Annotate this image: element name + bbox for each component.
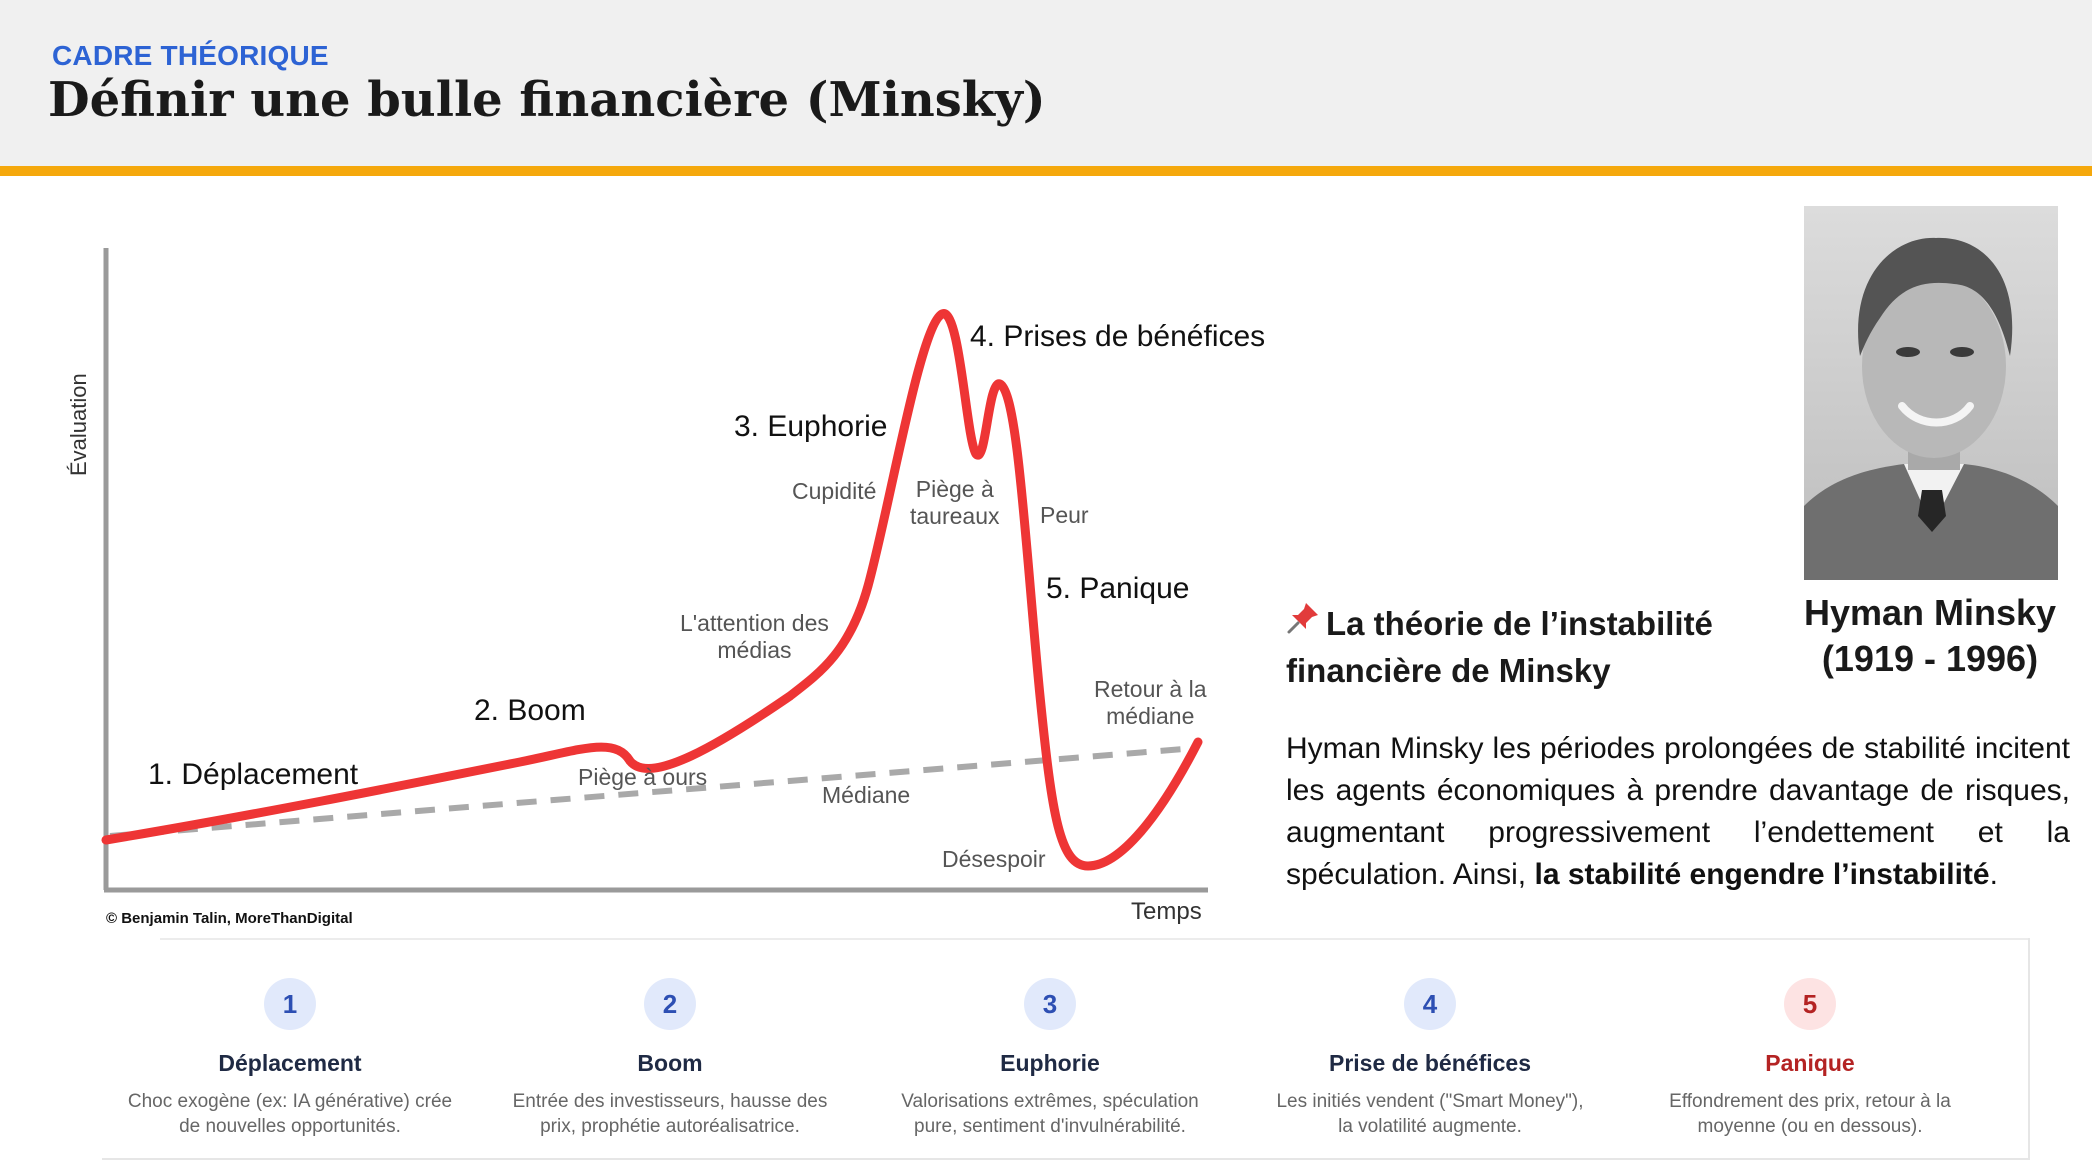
step-prise-benefices: 4 Prise de bénéfices Les initiés vendent… — [1242, 938, 1618, 1139]
section-kicker: CADRE THÉORIQUE — [52, 40, 329, 71]
step-name: Panique — [1765, 1050, 1855, 1076]
step-name: Prise de bénéfices — [1329, 1050, 1531, 1076]
person-caption: Hyman Minsky (1919 - 1996) — [1770, 590, 2090, 682]
note-piege-taureaux-line2: taureaux — [910, 503, 1000, 529]
portrait-photo — [1804, 206, 2058, 580]
portrait-frame — [1804, 206, 2058, 584]
theory-body-emphasis: la stabilité engendre l’instabilité — [1534, 858, 1990, 891]
x-axis-label: Temps — [1131, 898, 1202, 925]
portrait-right-eye — [1950, 347, 1974, 357]
person-name: Hyman Minsky — [1803, 592, 2057, 633]
person-dates: (1919 - 1996) — [1821, 638, 2039, 679]
bubble-curve — [101, 309, 1203, 871]
step-number: 1 — [264, 978, 316, 1030]
portrait-tie — [1918, 490, 1946, 532]
step-description: Valorisations extrêmes, spéculation pure… — [862, 1089, 1238, 1139]
step-panique: 5 Panique Effondrement des prix, retour … — [1622, 938, 1998, 1139]
step-euphorie: 3 Euphorie Valorisations extrêmes, spécu… — [862, 938, 1238, 1139]
theory-title-line2: financière de Minsky — [1286, 652, 1611, 689]
phase-label-euphorie: 3. Euphorie — [734, 410, 888, 443]
chart-graphics — [101, 248, 1208, 893]
step-description-line1: Effondrement des prix, retour à la — [1669, 1091, 1951, 1112]
header-accent-bar — [0, 166, 2092, 176]
note-retour-line2: médiane — [1106, 703, 1195, 729]
theory-title-line1: La théorie de l’instabilité — [1326, 605, 1713, 642]
note-piege-ours: Piège à ours — [578, 764, 708, 790]
median-line — [109, 745, 1197, 839]
step-description-line1: Les initiés vendent ("Smart Money"), — [1276, 1091, 1584, 1112]
step-description: Choc exogène (ex: IA générative) crée de… — [102, 1089, 478, 1139]
note-attention-line2: médias — [717, 637, 792, 663]
minsky-bubble-chart: Évaluation Temps © Benjamin Talin, MoreT… — [0, 176, 1300, 936]
y-axis-label: Évaluation — [66, 373, 91, 476]
page-title: Définir une bulle financière (Minsky) — [48, 72, 1046, 128]
phase-label-prises-benefices: 4. Prises de bénéfices — [970, 320, 1266, 353]
step-deplacement: 1 Déplacement Choc exogène (ex: IA génér… — [102, 938, 478, 1139]
step-number: 2 — [644, 978, 696, 1030]
note-peur: Peur — [1040, 502, 1089, 528]
header — [0, 0, 2092, 168]
theory-body-end: . — [1989, 858, 1998, 891]
note-retour-line1: Retour à la — [1094, 676, 1207, 702]
phase-label-boom: 2. Boom — [474, 694, 586, 727]
step-description-line1: Entrée des investisseurs, hausse des — [512, 1091, 828, 1112]
step-number: 4 — [1404, 978, 1456, 1030]
note-mediane: Médiane — [822, 782, 911, 808]
phase-label-panique: 5. Panique — [1046, 572, 1190, 605]
note-retour-mediane: Retour à la médiane — [1094, 676, 1207, 730]
step-name: Boom — [637, 1050, 703, 1076]
theory-body: Hyman Minsky les périodes prolongées de … — [1286, 728, 2070, 896]
step-name: Déplacement — [218, 1050, 362, 1076]
step-description-line2: de nouvelles opportunités. — [179, 1116, 401, 1137]
portrait-hair — [1858, 237, 2013, 356]
step-boom: 2 Boom Entrée des investisseurs, hausse … — [482, 938, 858, 1139]
step-description-line2: prix, prophétie autoréalisatrice. — [540, 1116, 800, 1137]
step-description-line1: Valorisations extrêmes, spéculation — [901, 1091, 1199, 1112]
phase-label-deplacement: 1. Déplacement — [148, 758, 359, 791]
steps-top-divider — [160, 938, 2030, 940]
step-description: Effondrement des prix, retour à la moyen… — [1622, 1089, 1998, 1139]
note-attention-medias: L'attention des médias — [680, 610, 829, 664]
note-cupidite: Cupidité — [792, 478, 877, 504]
step-description: Entrée des investisseurs, hausse des pri… — [482, 1089, 858, 1139]
step-description-line1: Choc exogène (ex: IA générative) crée — [127, 1091, 453, 1112]
phase-steps: 1 Déplacement Choc exogène (ex: IA génér… — [102, 938, 2030, 1160]
note-piege-taureaux: Piège à taureaux — [910, 476, 1000, 530]
step-name: Euphorie — [1000, 1050, 1100, 1076]
chart-credit: © Benjamin Talin, MoreThanDigital — [106, 910, 353, 927]
step-description: Les initiés vendent ("Smart Money"), la … — [1242, 1089, 1618, 1139]
step-description-line2: la volatilité augmente. — [1338, 1116, 1522, 1137]
note-desespoir: Désespoir — [942, 846, 1046, 872]
portrait-left-eye — [1896, 347, 1920, 357]
step-number: 5 — [1784, 978, 1836, 1030]
note-piege-taureaux-line1: Piège à — [915, 476, 994, 502]
theory-title: La théorie de l’instabilité financière d… — [1286, 600, 1786, 694]
portrait-smile — [1898, 402, 1974, 427]
step-description-line2: pure, sentiment d'invulnérabilité. — [914, 1116, 1186, 1137]
step-number: 3 — [1024, 978, 1076, 1030]
theory-body-text: Hyman Minsky les périodes prolongées de … — [1286, 732, 2070, 891]
step-description-line2: moyenne (ou en dessous). — [1697, 1116, 1923, 1137]
note-attention-line1: L'attention des — [680, 610, 829, 636]
pushpin-icon — [1286, 600, 1326, 647]
